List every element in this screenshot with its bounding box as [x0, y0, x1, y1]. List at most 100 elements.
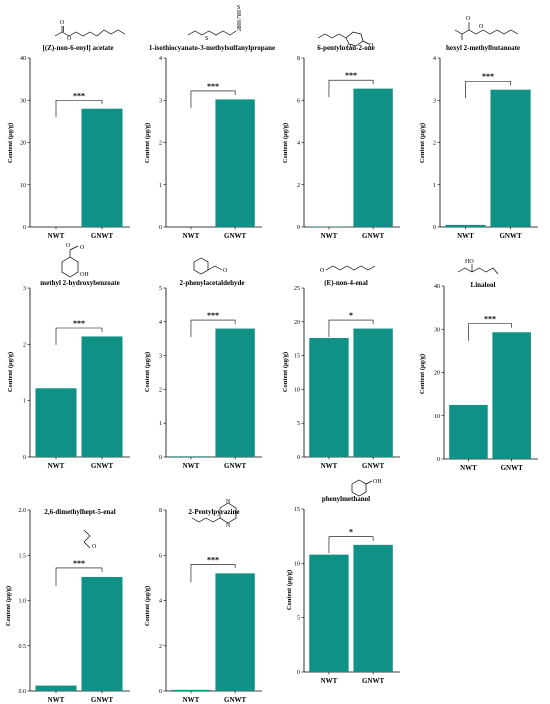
x-tick-label: NWT [321, 677, 338, 685]
y-tick-label: 20 [20, 141, 26, 147]
y-tick-label: 0 [23, 455, 26, 461]
y-tick-label: 2.0 [19, 508, 27, 514]
x-tick-label: NWT [183, 232, 200, 240]
x-tick-label: GNWT [91, 232, 114, 240]
bar-nwt [171, 689, 211, 691]
atom-label: O [67, 36, 72, 42]
chart-title: 2-Pentylpyrazine [189, 508, 240, 516]
y-tick-label: 0 [159, 225, 162, 231]
y-tick-label: 4 [159, 599, 162, 605]
x-tick-label: GNWT [501, 464, 524, 472]
x-tick-label: NWT [48, 462, 65, 470]
atom-label: S [205, 36, 208, 42]
y-tick-label: 0 [297, 455, 300, 461]
bar-gnwt [215, 328, 255, 457]
significance-label: * [349, 528, 353, 537]
bar-gnwt [490, 89, 531, 227]
y-tick-label: 8 [297, 56, 300, 62]
y-tick-label: 30 [20, 98, 26, 104]
y-tick-label: 40 [434, 284, 440, 290]
x-tick-label: NWT [460, 464, 477, 472]
chart-panel: 2,6-dimethylhept-5-enal Content (μg/g) 0… [5, 508, 130, 704]
atom-label: OH [373, 479, 382, 485]
bar-nwt [35, 685, 77, 691]
chart-title: Linalool [471, 281, 496, 289]
x-tick-label: GNWT [91, 462, 114, 470]
x-tick-label: GNWT [499, 232, 522, 240]
bar-gnwt [353, 544, 393, 672]
significance-bracket [55, 99, 103, 118]
y-tick-label: 3 [159, 98, 162, 104]
bar-nwt [445, 224, 486, 227]
significance-bracket [190, 563, 236, 583]
atom-label: O [223, 268, 228, 274]
bar-nwt [309, 554, 349, 672]
y-tick-label: 0 [159, 455, 162, 461]
significance-bracket [328, 79, 374, 98]
x-tick-label: GNWT [362, 462, 385, 470]
chart-title: 1-isothiocyanato-3-methylsulfanylpropane [149, 44, 275, 52]
atom-label: OH [80, 272, 89, 278]
chart-title: [(Z)-non-6-enyl] acetate [43, 44, 114, 52]
y-axis-label: Content (μg/g) [144, 123, 151, 163]
chart-title: phenylmethanol [322, 495, 370, 503]
y-tick-label: 0 [297, 670, 300, 676]
atom-label: N [237, 27, 242, 33]
y-tick-label: 6 [159, 553, 162, 559]
lactone-structure-icon [317, 31, 370, 47]
y-tick-label: 0 [159, 689, 162, 695]
significance-label: *** [207, 555, 219, 564]
y-tick-label: 4 [159, 320, 162, 326]
atom-label: O [60, 20, 65, 26]
x-tick-label: NWT [48, 232, 65, 240]
y-tick-label: 0.5 [19, 644, 27, 650]
chart-panel: 1-isothiocyanato-3-methylsulfanylpropane… [144, 44, 275, 240]
x-tick-label: GNWT [224, 696, 247, 704]
ester-chain-structure-icon [54, 26, 126, 37]
bar-nwt [309, 338, 349, 457]
y-tick-label: 1 [23, 399, 26, 405]
significance-bracket [328, 536, 374, 554]
y-axis-label: Content (μg/g) [144, 586, 151, 626]
bar-gnwt [215, 99, 255, 227]
y-tick-label: 2 [159, 387, 162, 393]
y-tick-label: 10 [294, 387, 300, 393]
bar-gnwt [353, 328, 393, 457]
isothiocyanate-structure-icon [187, 10, 241, 36]
benzyl-alcohol-structure-icon [351, 479, 373, 497]
atom-label: N [226, 523, 231, 529]
significance-label: *** [482, 72, 494, 81]
y-tick-label: 0 [297, 225, 300, 231]
y-axis-label: Content (μg/g) [5, 586, 12, 626]
significance-label: *** [73, 559, 85, 568]
bar-gnwt [81, 576, 123, 691]
atom-label: O [369, 43, 374, 49]
y-tick-label: 1 [433, 183, 436, 189]
y-axis-label: Content (μg/g) [419, 123, 426, 163]
y-tick-label: 15 [294, 507, 300, 513]
chart-title: 2,6-dimethylhept-5-enal [44, 508, 115, 516]
y-tick-label: 3 [159, 354, 162, 360]
dimethylheptenal-structure-icon [83, 529, 91, 549]
atom-label: N [226, 499, 231, 505]
y-axis-label: Content (μg/g) [282, 352, 289, 392]
y-tick-label: 0 [433, 225, 436, 231]
y-tick-label: 1.5 [19, 553, 27, 559]
significance-label: *** [484, 315, 496, 324]
y-tick-label: 5 [297, 421, 300, 427]
chart-panel: hexyl 2-methylbutanoate Content (μg/g) 0… [419, 44, 538, 240]
pyrazine-structure-icon [191, 502, 237, 524]
x-tick-label: NWT [457, 232, 474, 240]
y-tick-label: 1 [159, 183, 162, 189]
y-tick-label: 10 [20, 183, 26, 189]
atom-label: S [237, 5, 240, 11]
y-tick-label: 8 [159, 508, 162, 514]
chart-panel: [(Z)-non-6-enyl] acetate Content (μg/g) … [7, 44, 130, 240]
bar-gnwt [492, 332, 531, 459]
chart-panel: 2-phenylacetaldehyde Content (μg/g) 0 1 2 3… [144, 279, 262, 470]
significance-label: *** [345, 71, 357, 80]
y-axis-label: Content (μg/g) [286, 570, 293, 610]
chart-panel: 2-Pentylpyrazine Content (μg/g) 0 2 4 6 8 NWT… [144, 508, 262, 704]
significance-bracket [190, 319, 236, 338]
